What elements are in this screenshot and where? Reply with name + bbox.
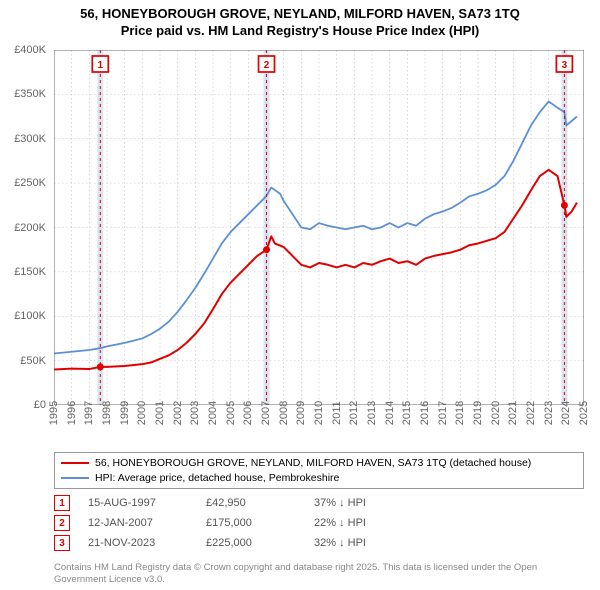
x-tick-label: 2005 bbox=[225, 401, 237, 425]
sales-table: 1 15-AUG-1997 £42,950 37% ↓ HPI 2 12-JAN-2007… bbox=[54, 495, 584, 555]
sale-date: 15-AUG-1997 bbox=[88, 497, 188, 509]
sale-price: £225,000 bbox=[206, 537, 296, 549]
chart-svg: 1 2 3 bbox=[54, 50, 584, 405]
y-tick-label: £50K bbox=[20, 355, 46, 367]
legend-item: HPI: Average price, detached house, Pemb… bbox=[61, 471, 577, 486]
sale-row: 1 15-AUG-1997 £42,950 37% ↓ HPI bbox=[54, 495, 584, 511]
y-tick-label: £100K bbox=[14, 310, 46, 322]
x-tick-label: 2009 bbox=[295, 401, 307, 425]
x-tick-label: 1995 bbox=[48, 401, 60, 425]
y-tick-label: £300K bbox=[14, 133, 46, 145]
sale-date: 12-JAN-2007 bbox=[88, 517, 188, 529]
x-tick-label: 2018 bbox=[454, 401, 466, 425]
attribution-text: Contains HM Land Registry data © Crown c… bbox=[54, 562, 584, 586]
x-tick-label: 2002 bbox=[172, 401, 184, 425]
sale-row: 3 21-NOV-2023 £225,000 32% ↓ HPI bbox=[54, 535, 584, 551]
y-axis-labels: £0£50K£100K£150K£200K£250K£300K£350K£400… bbox=[0, 50, 54, 405]
x-axis-labels: 1995199619971998199920002001200220032004… bbox=[54, 405, 584, 445]
x-tick-label: 2001 bbox=[154, 401, 166, 425]
x-tick-label: 2000 bbox=[136, 401, 148, 425]
x-tick-label: 2020 bbox=[490, 401, 502, 425]
x-tick-label: 2008 bbox=[278, 401, 290, 425]
x-tick-label: 2015 bbox=[401, 401, 413, 425]
legend-swatch bbox=[61, 462, 89, 464]
title-line-1: 56, HONEYBOROUGH GROVE, NEYLAND, MILFORD… bbox=[0, 6, 600, 23]
x-tick-label: 2014 bbox=[384, 401, 396, 425]
legend: 56, HONEYBOROUGH GROVE, NEYLAND, MILFORD… bbox=[54, 452, 584, 489]
legend-label: HPI: Average price, detached house, Pemb… bbox=[95, 471, 339, 486]
x-tick-label: 2007 bbox=[260, 401, 272, 425]
sale-diff: 37% ↓ HPI bbox=[314, 497, 414, 509]
x-tick-label: 2023 bbox=[543, 401, 555, 425]
svg-text:3: 3 bbox=[562, 60, 568, 71]
x-tick-label: 1996 bbox=[66, 401, 78, 425]
x-tick-label: 2011 bbox=[331, 401, 343, 425]
sale-diff: 32% ↓ HPI bbox=[314, 537, 414, 549]
x-tick-label: 2019 bbox=[472, 401, 484, 425]
y-tick-label: £250K bbox=[14, 177, 46, 189]
x-tick-label: 2006 bbox=[242, 401, 254, 425]
sale-marker-icon: 2 bbox=[54, 515, 70, 531]
chart-container: 56, HONEYBOROUGH GROVE, NEYLAND, MILFORD… bbox=[0, 0, 600, 590]
x-tick-label: 2021 bbox=[507, 401, 519, 425]
x-tick-label: 2024 bbox=[560, 401, 572, 425]
x-tick-label: 1998 bbox=[101, 401, 113, 425]
y-tick-label: £350K bbox=[14, 88, 46, 100]
sale-price: £42,950 bbox=[206, 497, 296, 509]
y-tick-label: £0 bbox=[34, 399, 46, 411]
x-tick-label: 2017 bbox=[437, 401, 449, 425]
sale-diff: 22% ↓ HPI bbox=[314, 517, 414, 529]
sale-date: 21-NOV-2023 bbox=[88, 537, 188, 549]
sale-price: £175,000 bbox=[206, 517, 296, 529]
legend-swatch bbox=[61, 477, 89, 479]
x-tick-label: 2004 bbox=[207, 401, 219, 425]
x-tick-label: 2003 bbox=[189, 401, 201, 425]
chart-title: 56, HONEYBOROUGH GROVE, NEYLAND, MILFORD… bbox=[0, 0, 600, 40]
x-tick-label: 1997 bbox=[83, 401, 95, 425]
x-tick-label: 2025 bbox=[578, 401, 590, 425]
sale-marker-icon: 1 bbox=[54, 495, 70, 511]
x-tick-label: 2012 bbox=[348, 401, 360, 425]
y-tick-label: £150K bbox=[14, 266, 46, 278]
sale-row: 2 12-JAN-2007 £175,000 22% ↓ HPI bbox=[54, 515, 584, 531]
y-tick-label: £400K bbox=[14, 44, 46, 56]
svg-text:1: 1 bbox=[98, 60, 104, 71]
legend-item: 56, HONEYBOROUGH GROVE, NEYLAND, MILFORD… bbox=[61, 456, 577, 471]
sale-marker-icon: 3 bbox=[54, 535, 70, 551]
svg-text:2: 2 bbox=[264, 60, 270, 71]
y-tick-label: £200K bbox=[14, 222, 46, 234]
legend-label: 56, HONEYBOROUGH GROVE, NEYLAND, MILFORD… bbox=[95, 456, 531, 471]
x-tick-label: 2010 bbox=[313, 401, 325, 425]
x-tick-label: 1999 bbox=[119, 401, 131, 425]
x-tick-label: 2013 bbox=[366, 401, 378, 425]
x-tick-label: 2016 bbox=[419, 401, 431, 425]
chart-plot-area: 1 2 3 bbox=[54, 50, 584, 405]
title-line-2: Price paid vs. HM Land Registry's House … bbox=[0, 23, 600, 40]
x-tick-label: 2022 bbox=[525, 401, 537, 425]
